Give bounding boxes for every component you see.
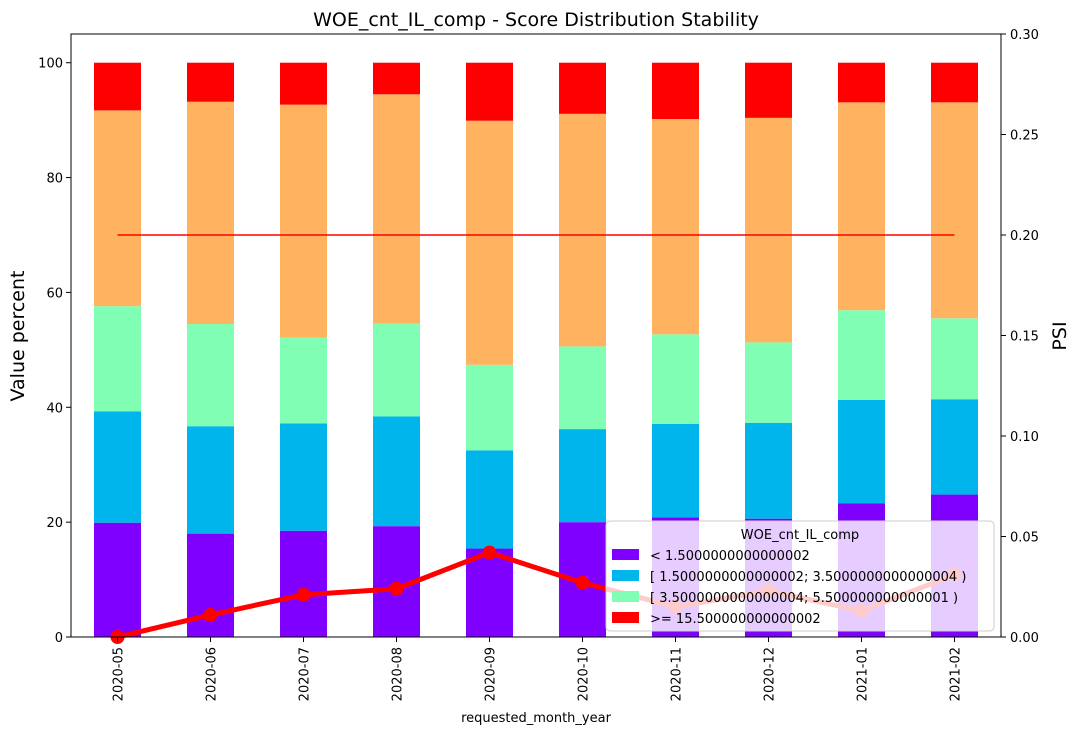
bar-segment bbox=[187, 426, 234, 534]
y-tick-label: 40 bbox=[46, 401, 63, 416]
bar-segment bbox=[652, 423, 699, 518]
y2-tick-label: 0.20 bbox=[1010, 229, 1039, 244]
legend-swatch bbox=[612, 570, 639, 581]
x-tick-label: 2021-02 bbox=[949, 647, 964, 701]
x-tick-label: 2020-07 bbox=[298, 647, 313, 701]
y-tick-label: 80 bbox=[46, 172, 63, 187]
bar-segment bbox=[187, 62, 234, 102]
legend-box bbox=[605, 520, 995, 632]
x-tick-label: 2020-11 bbox=[670, 647, 685, 701]
y2-tick-label: 0.30 bbox=[1010, 28, 1039, 43]
bar-segment bbox=[931, 318, 978, 400]
bar-segment bbox=[466, 62, 513, 121]
y2-tick-label: 0.00 bbox=[1010, 631, 1039, 646]
bar-segment bbox=[559, 429, 606, 523]
bar-segment bbox=[931, 102, 978, 319]
y2-tick-label: 0.05 bbox=[1010, 531, 1039, 546]
bar-segment bbox=[280, 423, 327, 531]
psi-point bbox=[575, 575, 590, 590]
x-tick-label: 2020-09 bbox=[484, 647, 499, 701]
bar-segment bbox=[94, 62, 141, 111]
bar-segment bbox=[466, 364, 513, 451]
bar-segment bbox=[745, 342, 792, 423]
legend-swatch bbox=[612, 591, 639, 602]
bar-segment bbox=[94, 306, 141, 412]
legend-entry-label: >= 15.500000000000002 bbox=[650, 612, 821, 627]
bar-segment bbox=[838, 102, 885, 311]
y2-tick-label: 0.15 bbox=[1010, 330, 1039, 345]
bar-segment bbox=[466, 548, 513, 637]
bar-segment bbox=[559, 62, 606, 114]
chart-title: WOE_cnt_IL_comp - Score Distribution Sta… bbox=[313, 9, 759, 31]
legend: WOE_cnt_IL_comp < 1.5000000000000002 [ 1.5… bbox=[605, 520, 995, 632]
bar-segment bbox=[373, 416, 420, 527]
x-tick-label: 2020-08 bbox=[391, 647, 406, 701]
legend-swatch bbox=[612, 549, 639, 560]
x-tick-label: 2020-12 bbox=[763, 647, 778, 701]
psi-point bbox=[296, 587, 311, 602]
legend-title: WOE_cnt_IL_comp bbox=[741, 528, 859, 543]
bar-segment bbox=[280, 337, 327, 424]
bar-segment bbox=[187, 324, 234, 427]
x-tick-label: 2021-01 bbox=[856, 647, 871, 701]
bar-segment bbox=[838, 62, 885, 103]
y-axis-title: Value percent bbox=[7, 271, 29, 402]
y-tick-label: 0 bbox=[55, 631, 63, 646]
x-axis-title: requested_month_year bbox=[461, 711, 612, 726]
legend-entry-label: [ 3.5000000000000004; 5.500000000000001 … bbox=[650, 591, 958, 606]
psi-point bbox=[389, 581, 404, 596]
y-tick-label: 20 bbox=[46, 516, 63, 531]
x-tick-label: 2020-05 bbox=[112, 647, 127, 701]
bar-segment bbox=[745, 62, 792, 118]
psi-point bbox=[203, 607, 218, 622]
bar-segment bbox=[94, 522, 141, 637]
bar-segment bbox=[94, 411, 141, 523]
bar-segment bbox=[652, 118, 699, 335]
bar-segment bbox=[745, 117, 792, 343]
y-tick-label: 100 bbox=[38, 57, 63, 72]
bar-segment bbox=[373, 94, 420, 324]
legend-entry-label: [ 1.5000000000000002; 3.5000000000000004… bbox=[650, 570, 966, 585]
bar-segment bbox=[280, 530, 327, 637]
bar-segment bbox=[280, 62, 327, 105]
bar-segment bbox=[280, 104, 327, 338]
bar-segment bbox=[838, 310, 885, 400]
bar-segment bbox=[373, 323, 420, 417]
psi-point bbox=[482, 545, 497, 560]
legend-entry-label: < 1.5000000000000002 bbox=[650, 549, 810, 564]
x-tick-label: 2020-10 bbox=[577, 647, 592, 701]
bar-segment bbox=[466, 120, 513, 365]
bar-segment bbox=[652, 62, 699, 119]
bar-segment bbox=[652, 334, 699, 424]
y2-tick-label: 0.25 bbox=[1010, 129, 1039, 144]
bar-segment bbox=[931, 399, 978, 495]
bar-segment bbox=[745, 422, 792, 519]
bar-segment bbox=[931, 62, 978, 103]
legend-swatch bbox=[612, 612, 639, 623]
y2-axis-title: PSI bbox=[1049, 321, 1071, 350]
bar-segment bbox=[559, 346, 606, 430]
x-tick-label: 2020-06 bbox=[205, 647, 220, 701]
bar-segment bbox=[373, 62, 420, 95]
y-tick-label: 60 bbox=[46, 286, 63, 301]
bar-segment bbox=[94, 110, 141, 307]
bar-segment bbox=[559, 113, 606, 347]
bar-segment bbox=[466, 450, 513, 549]
y2-tick-label: 0.10 bbox=[1010, 430, 1039, 445]
bar-segment bbox=[187, 101, 234, 325]
bar-segment bbox=[838, 399, 885, 504]
